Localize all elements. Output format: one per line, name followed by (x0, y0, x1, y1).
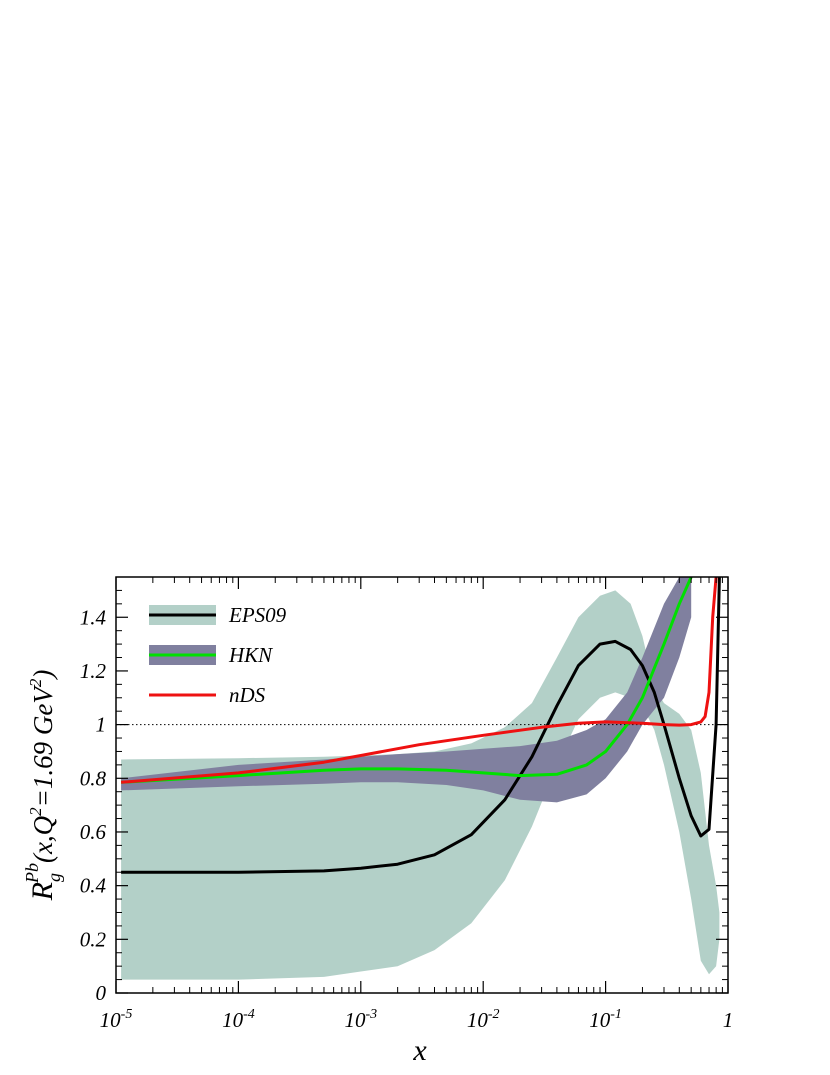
series-lines (120, 577, 721, 874)
y-axis-label: RgPb(x,Q2=1.69 GeV2) (22, 670, 64, 902)
plot-frame (115, 576, 729, 994)
y-tick-label: 1.4 (80, 605, 107, 629)
y-tick-label: 0.8 (80, 766, 107, 790)
y-label-mid: =1.69 GeV (28, 684, 58, 808)
x-axis-label: x (412, 1034, 427, 1067)
uncertainty-bands (121, 577, 720, 980)
y-label-main: R (26, 882, 59, 901)
y-label-gev-sup: 2 (26, 678, 45, 687)
y-tick-label: 1 (96, 713, 107, 737)
band-eps09 (121, 590, 720, 980)
legend: EPS09 HKN nDS (149, 603, 287, 707)
axis-tick-labels: 0 0.2 0.4 0.6 0.8 1 1.2 1.4 10-5 10-4 10-3 10-2 10-1… (80, 605, 734, 1032)
legend-label-eps09: EPS09 (228, 603, 287, 627)
x-tick-label: 10-2 (467, 1007, 500, 1032)
x-tick-label: 10-4 (222, 1007, 255, 1032)
legend-label-nds: nDS (229, 683, 266, 707)
x-tick-label: 1 (723, 1008, 734, 1032)
y-label-sup: Pb (22, 863, 42, 884)
y-label-close: ) (28, 670, 58, 681)
x-tick-label: 10-1 (589, 1007, 622, 1032)
y-tick-label: 1.2 (80, 659, 107, 683)
line-nds (120, 577, 718, 784)
band-hkn (121, 577, 692, 803)
y-label-sub: g (44, 873, 64, 882)
y-tick-label: 0 (96, 981, 107, 1005)
y-tick-label: 0.2 (80, 927, 107, 951)
y-label-q2-sup: 2 (26, 807, 45, 816)
axis-ticks (115, 577, 729, 994)
y-tick-label: 0.4 (80, 874, 107, 898)
x-tick-label: 10-3 (344, 1007, 377, 1032)
x-tick-label: 10-5 (100, 1007, 133, 1032)
y-tick-label: 0.6 (80, 820, 107, 844)
legend-label-hkn: HKN (228, 643, 273, 667)
y-label-rest: (x,Q (28, 816, 58, 863)
line-hkn (121, 577, 693, 784)
line-eps09 (121, 577, 721, 874)
